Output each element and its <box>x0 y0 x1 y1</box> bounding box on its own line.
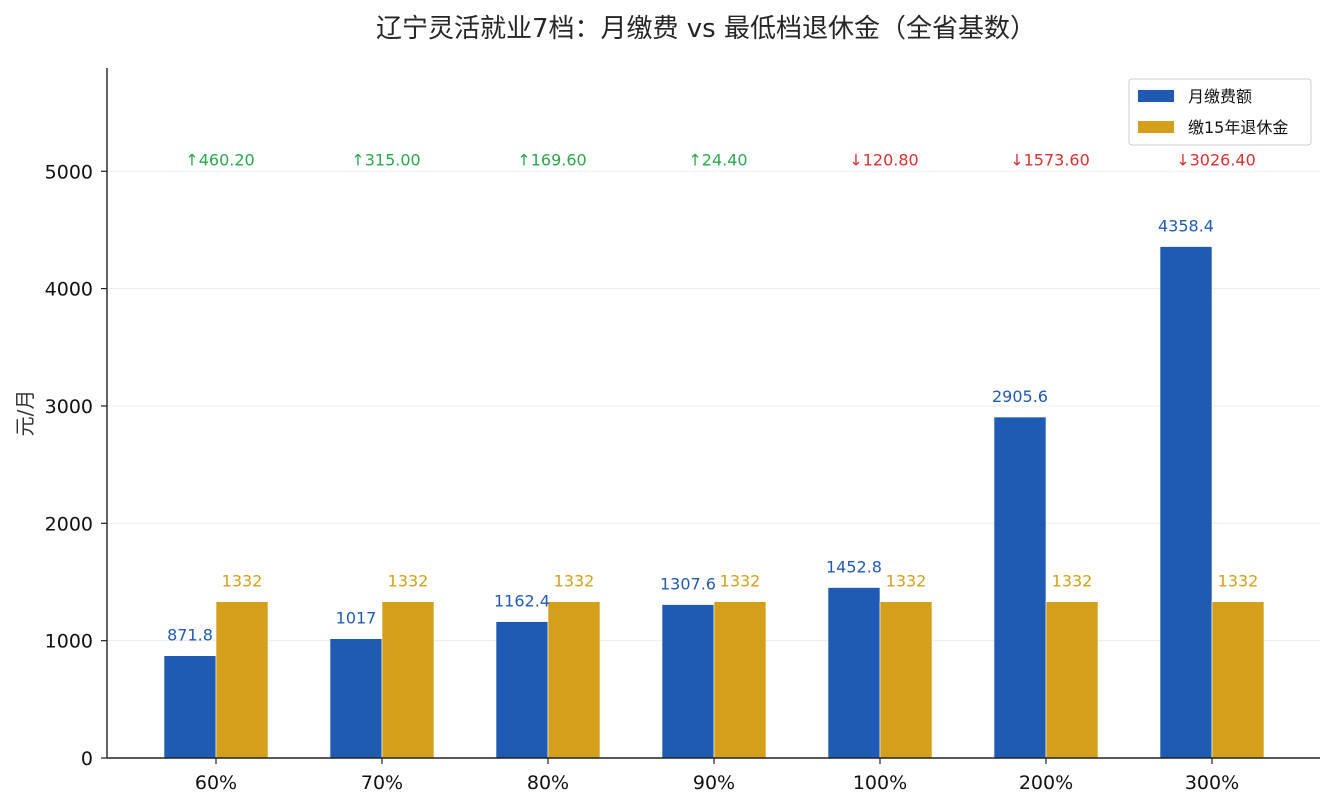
y-tick-label: 1000 <box>45 631 93 653</box>
bar-value-label: 1332 <box>554 572 595 591</box>
bar-contribution-6 <box>1159 246 1213 759</box>
legend-swatch-1 <box>1138 121 1174 133</box>
legend-label: 缴15年退休金 <box>1188 118 1288 137</box>
bar-pension-2 <box>547 601 601 759</box>
bars <box>163 246 1265 759</box>
difference-annotation: ↑460.20 <box>185 151 254 170</box>
bar-value-label: 1332 <box>388 572 429 591</box>
difference-annotation: ↓120.80 <box>849 151 918 170</box>
bar-contribution-0 <box>163 655 217 759</box>
difference-annotation: ↓1573.60 <box>1010 151 1090 170</box>
y-tick-label: 0 <box>81 748 93 770</box>
bar-value-label: 2905.6 <box>992 387 1048 406</box>
legend-swatch-0 <box>1138 90 1174 102</box>
bar-contribution-1 <box>329 638 383 759</box>
bar-value-label: 1332 <box>1218 572 1259 591</box>
x-tick-label: 60% <box>195 772 237 794</box>
x-tick-label: 70% <box>361 772 403 794</box>
x-tick-label: 100% <box>853 772 907 794</box>
bar-contribution-2 <box>495 621 549 759</box>
difference-annotation: ↑24.40 <box>688 151 747 170</box>
difference-annotation: ↑315.00 <box>351 151 420 170</box>
y-tick-label: 3000 <box>45 396 93 418</box>
bar-value-label: 1332 <box>222 572 263 591</box>
y-tick-label: 5000 <box>45 161 93 183</box>
y-axis-label: 元/月 <box>13 390 37 437</box>
bar-value-label: 1332 <box>1052 572 1093 591</box>
bar-value-label: 1307.6 <box>660 575 716 594</box>
bar-contribution-4 <box>827 587 881 759</box>
chart-title: 辽宁灵活就业7档：月缴费 vs 最低档退休金（全省基数） <box>376 14 1036 44</box>
bar-contribution-3 <box>661 604 715 759</box>
x-tick-label: 80% <box>527 772 569 794</box>
y-tick-label: 2000 <box>45 513 93 535</box>
grid-lines <box>107 170 1320 642</box>
bar-pension-6 <box>1211 601 1265 759</box>
bar-pension-4 <box>879 601 933 759</box>
bar-value-label: 1332 <box>720 572 761 591</box>
bar-pension-5 <box>1045 601 1099 759</box>
y-tick-label: 4000 <box>45 279 93 301</box>
bar-value-label: 871.8 <box>167 626 213 645</box>
legend-label: 月缴费额 <box>1188 87 1252 106</box>
bar-pension-1 <box>381 601 435 759</box>
bar-pension-3 <box>713 601 767 759</box>
bar-contribution-5 <box>993 416 1047 759</box>
bar-value-label: 1017 <box>336 609 377 628</box>
bar-pension-0 <box>215 601 269 759</box>
bar-value-label: 1162.4 <box>494 592 550 611</box>
bar-value-label: 4358.4 <box>1158 217 1214 236</box>
difference-annotation: ↓3026.40 <box>1176 151 1256 170</box>
x-tick-label: 90% <box>693 772 735 794</box>
axes: 0 1000 2000 3000 4000 5000 60% 70% 80% 90% 100% 200… <box>45 68 1320 794</box>
x-tick-label: 300% <box>1185 772 1239 794</box>
legend-box <box>1128 78 1312 146</box>
difference-annotations: ↑460.20 ↑315.00 ↑169.60 ↑24.40 ↓120.80 ↓1573.… <box>185 151 1255 170</box>
bar-value-label: 1452.8 <box>826 558 882 577</box>
x-tick-label: 200% <box>1019 772 1073 794</box>
difference-annotation: ↑169.60 <box>517 151 586 170</box>
bar-value-label: 1332 <box>886 572 927 591</box>
